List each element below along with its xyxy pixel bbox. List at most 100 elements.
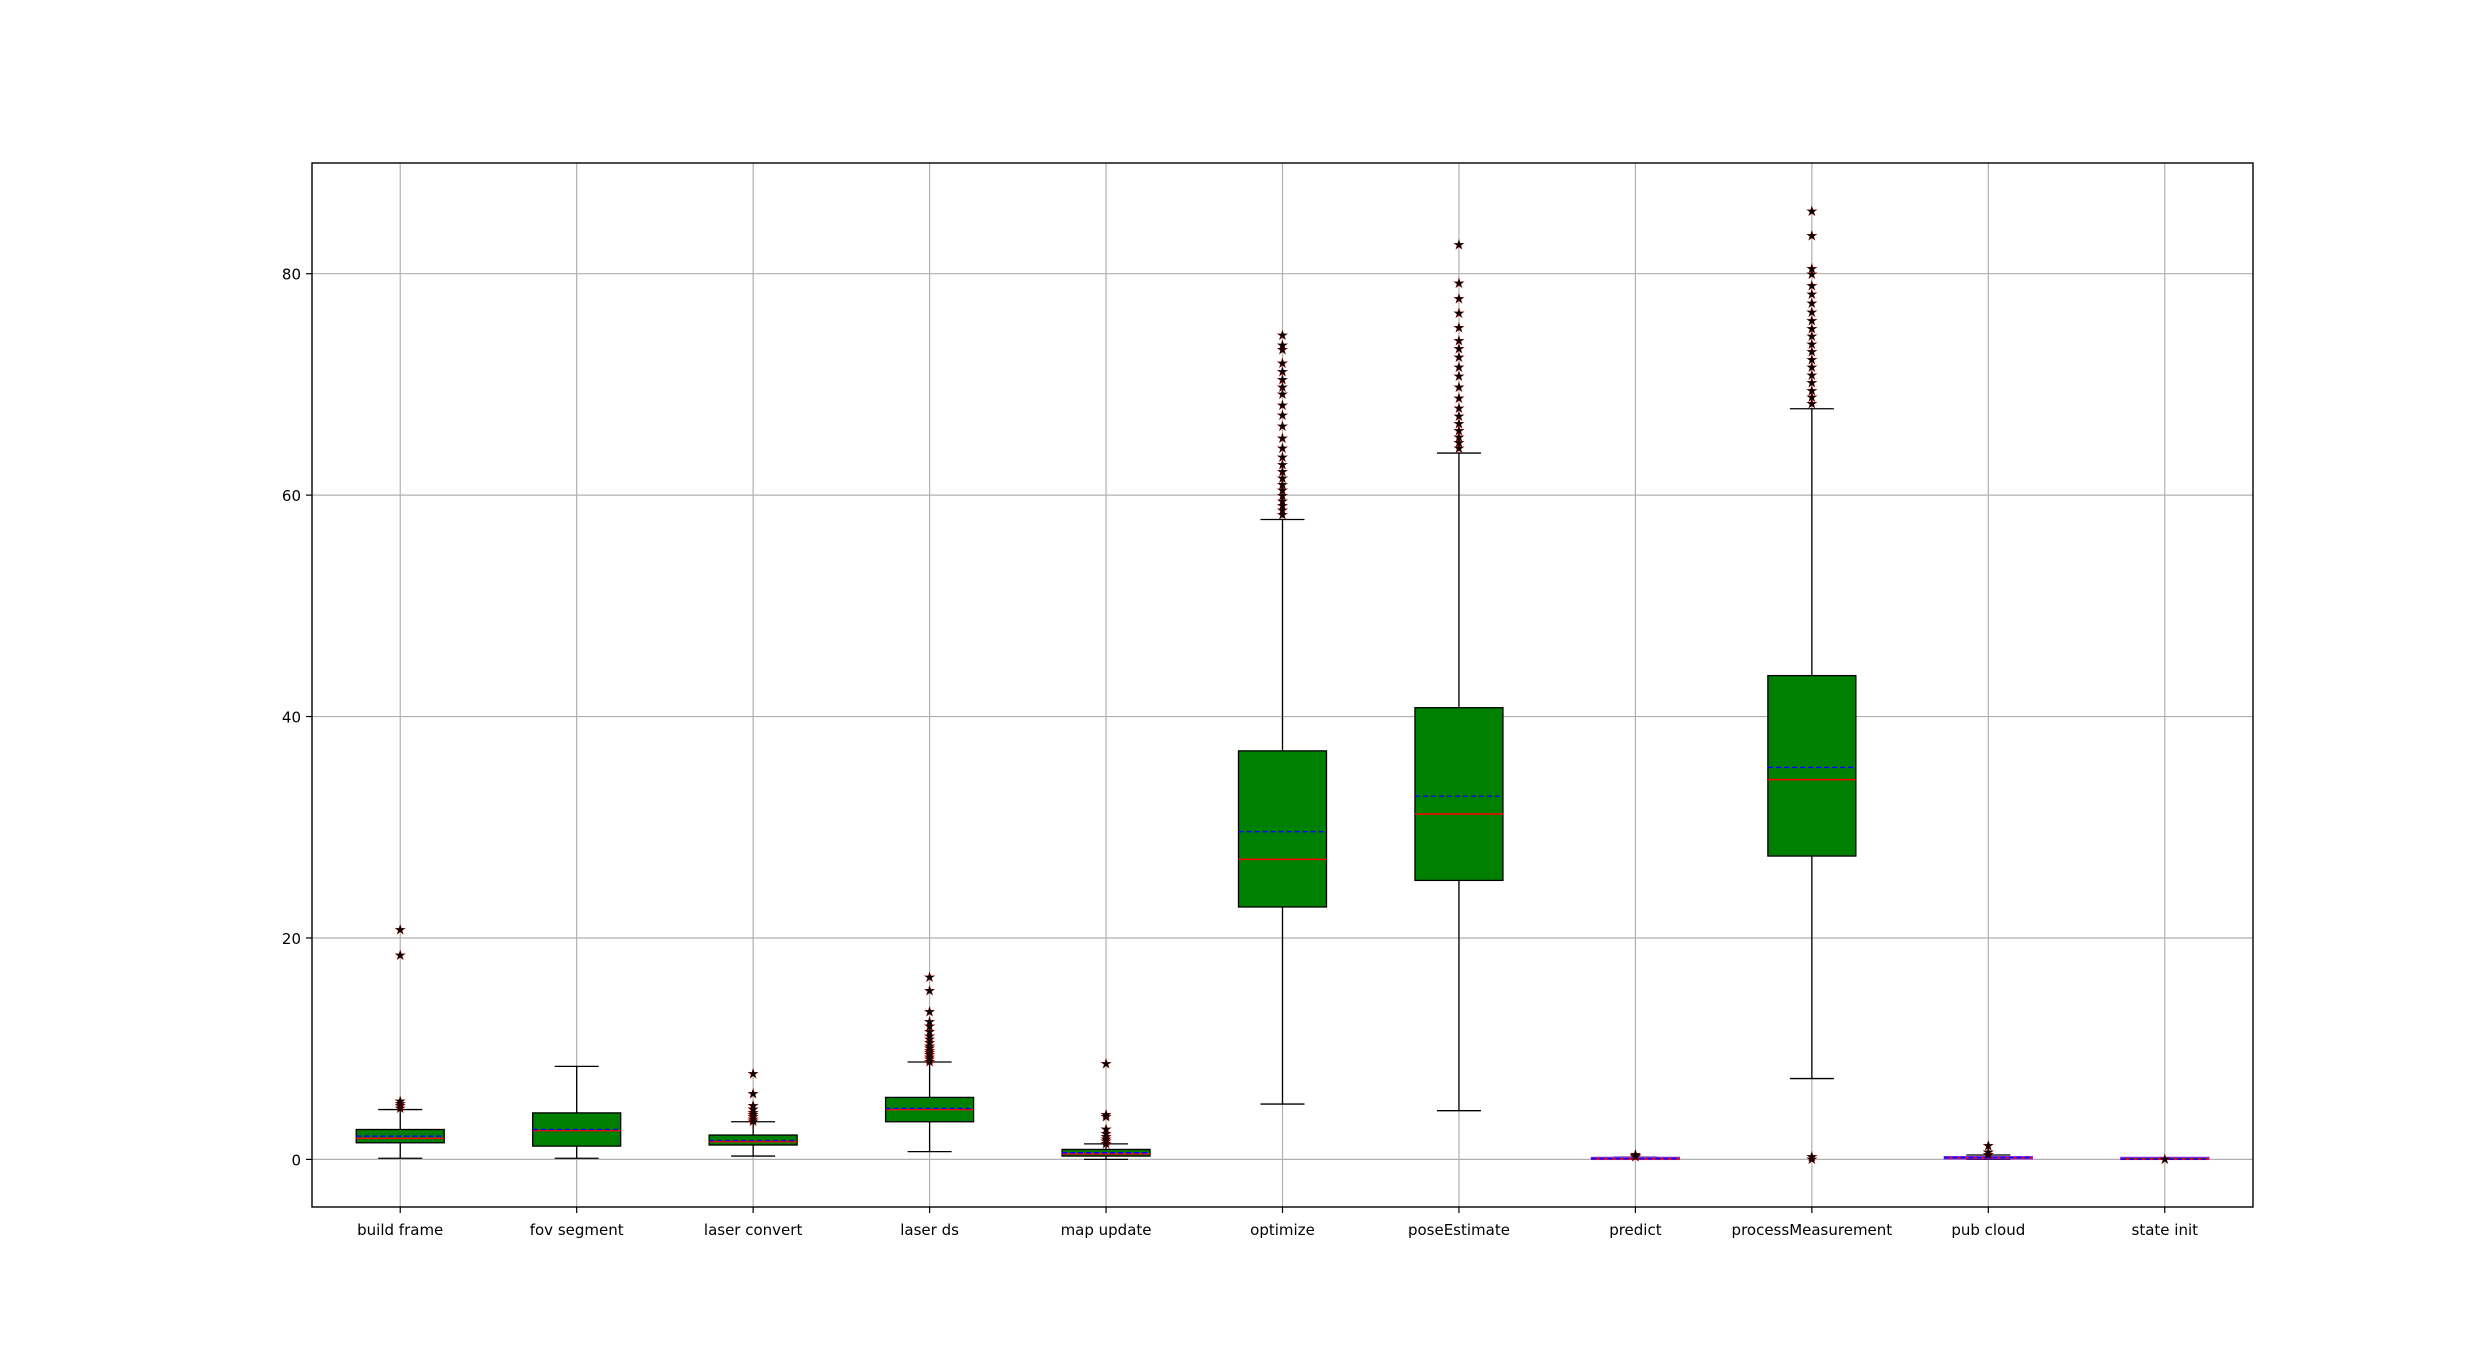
outlier-point: ★ [747, 1112, 759, 1127]
outlier-point: ★ [394, 1097, 406, 1112]
box-optimize [1237, 518, 1328, 1105]
y-tick-label: 40 [282, 709, 301, 727]
outlier-point: ★ [1453, 430, 1465, 445]
outlier-point: ★ [924, 1055, 936, 1070]
y-tick-label: 80 [282, 266, 301, 284]
outlier-point: ★ [1100, 1108, 1112, 1123]
outlier-point: ★ [1277, 508, 1289, 523]
outlier-point: ★ [1806, 322, 1818, 337]
y-axis-ticks: 0 20 40 60 80 [282, 266, 312, 1169]
outlier-point: ★ [1277, 373, 1289, 388]
box-fov-segment [532, 1065, 622, 1159]
outlier-point: ★ [1277, 478, 1289, 493]
outlier-point: ★ [1806, 345, 1818, 360]
outlier-point: ★ [924, 1036, 936, 1051]
outlier-point: ★ [747, 1087, 759, 1102]
outlier-point: ★ [1806, 353, 1818, 368]
outlier-point: ★ [924, 1039, 936, 1054]
outlier-point: ★ [1806, 296, 1818, 311]
outlier-point: ★ [924, 971, 936, 986]
outlier-point: ★ [1453, 402, 1465, 417]
outlier-point: ★ [747, 1067, 759, 1082]
outlier-point: ★ [1453, 334, 1465, 349]
outlier-point: ★ [1806, 268, 1818, 283]
outlier-point: ★ [924, 1019, 936, 1034]
x-tick-label: optimize [1250, 1221, 1315, 1239]
outlier-point: ★ [1277, 442, 1289, 457]
outlier-point: ★ [1277, 356, 1289, 371]
outlier-point: ★ [1453, 381, 1465, 396]
outlier-point: ★ [1982, 1139, 1994, 1154]
outlier-point: ★ [1453, 442, 1465, 457]
outlier-point: ★ [1453, 424, 1465, 439]
outlier-point: ★ [1806, 262, 1818, 277]
box-poseestimate [1414, 452, 1504, 1112]
outlier-point: ★ [1277, 450, 1289, 465]
outlier-point: ★ [1277, 504, 1289, 519]
outlier-point: ★ [1453, 277, 1465, 292]
outlier-point: ★ [1806, 288, 1818, 303]
x-tick-label: map update [1061, 1221, 1152, 1239]
outlier-point: ★ [1100, 1127, 1112, 1142]
outlier-point: ★ [1100, 1110, 1112, 1125]
outlier-point: ★ [1806, 368, 1818, 383]
outlier-point: ★ [1277, 465, 1289, 480]
outlier-point: ★ [1277, 387, 1289, 402]
outlier-point: ★ [924, 984, 936, 999]
outlier-point: ★ [1806, 330, 1818, 345]
outlier-point: ★ [1806, 229, 1818, 244]
box-predict [1590, 1156, 1681, 1161]
outlier-point: ★ [1277, 408, 1289, 423]
x-tick-label: laser convert [704, 1221, 803, 1239]
outlier-point: ★ [747, 1099, 759, 1114]
outlier-point: ★ [1100, 1137, 1112, 1152]
box-state-init [2120, 1156, 2210, 1161]
outlier-point: ★ [747, 1102, 759, 1117]
outlier-point: ★ [1806, 1150, 1818, 1165]
outlier-point: ★ [1453, 351, 1465, 366]
outlier-point: ★ [1453, 370, 1465, 385]
box-body [1237, 750, 1328, 908]
y-tick-label: 60 [282, 487, 301, 505]
outlier-point: ★ [1806, 384, 1818, 399]
box-laser-convert [708, 1121, 798, 1157]
outlier-point: ★ [1806, 305, 1818, 320]
outlier-point: ★ [1277, 329, 1289, 344]
outlier-point: ★ [1806, 1152, 1818, 1167]
outlier-point: ★ [1453, 361, 1465, 376]
outlier-point: ★ [1277, 398, 1289, 413]
outlier-point: ★ [1277, 495, 1289, 510]
x-tick-label: predict [1609, 1221, 1662, 1239]
outlier-point: ★ [924, 1033, 936, 1048]
outlier-point: ★ [1630, 1148, 1642, 1163]
outlier-point: ★ [1453, 417, 1465, 432]
outlier-point: ★ [1277, 343, 1289, 358]
outlier-point: ★ [1100, 1122, 1112, 1137]
outlier-point: ★ [747, 1108, 759, 1123]
outlier-point: ★ [1100, 1130, 1112, 1145]
outlier-point: ★ [1453, 392, 1465, 407]
outlier-point: ★ [924, 1005, 936, 1020]
outlier-point: ★ [747, 1115, 759, 1130]
outlier-point: ★ [2159, 1152, 2171, 1167]
outlier-point: ★ [394, 923, 406, 938]
x-axis-ticks: build frame fov segment laser convert laser… [357, 1207, 2198, 1239]
outliers: ★★★★★★★★★★★★★★★★★★★★★★★★★★★★★★★★★★★★★★★★… [394, 204, 2171, 1167]
box-build-frame [355, 1108, 445, 1159]
outlier-point: ★ [1982, 1146, 1994, 1161]
outlier-point: ★ [1806, 279, 1818, 294]
outlier-point: ★ [924, 1048, 936, 1063]
outlier-point: ★ [394, 1101, 406, 1116]
outlier-point: ★ [394, 949, 406, 964]
outlier-point: ★ [1277, 458, 1289, 473]
outlier-point: ★ [1100, 1135, 1112, 1150]
outlier-point: ★ [1806, 391, 1818, 406]
outlier-point: ★ [924, 1046, 936, 1061]
outlier-point: ★ [1453, 321, 1465, 336]
box-laser-ds [884, 1061, 975, 1153]
x-tick-label: build frame [357, 1221, 443, 1239]
outlier-point: ★ [1453, 409, 1465, 424]
outlier-point: ★ [1277, 381, 1289, 396]
outlier-point: ★ [1277, 339, 1289, 354]
